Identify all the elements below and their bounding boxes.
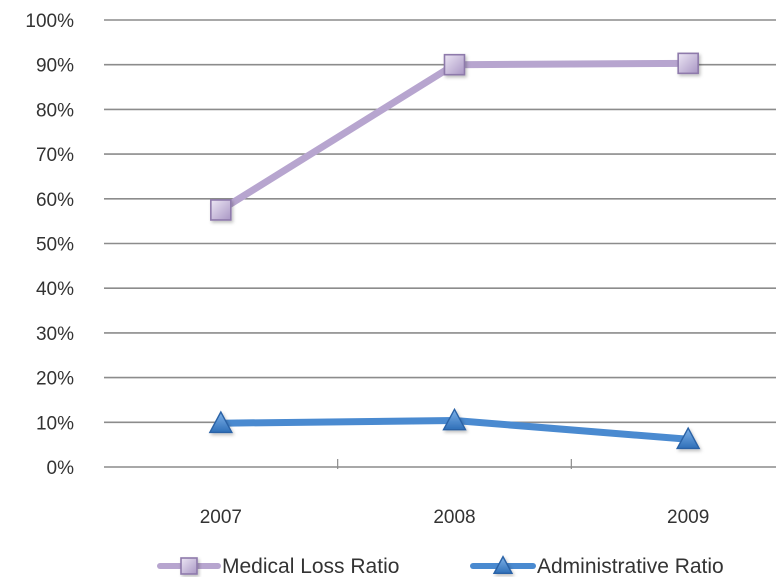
- data-point-1-0: [208, 410, 234, 434]
- data-point-0-0: [210, 199, 232, 221]
- y-tick-label: 80%: [36, 100, 74, 121]
- y-tick-label: 30%: [36, 324, 74, 345]
- y-tick-label: 0%: [47, 458, 75, 479]
- data-point-0-2: [677, 52, 699, 75]
- legend-item-1: Administrative Ratio: [470, 555, 724, 577]
- y-tick-label: 60%: [36, 190, 74, 211]
- legend-square-marker: [180, 557, 198, 575]
- y-tick-label: 70%: [36, 145, 74, 166]
- data-point-1-1: [442, 407, 467, 431]
- y-tick-label: 100%: [25, 11, 74, 32]
- legend-label: Medical Loss Ratio: [222, 555, 399, 577]
- data-point-0-1: [443, 53, 466, 76]
- legend: Medical Loss Ratio Administrative Ratio: [157, 555, 724, 577]
- x-tick-label: 2007: [200, 507, 242, 528]
- series-line-0: [217, 59, 692, 214]
- y-tick-label: 40%: [36, 279, 74, 300]
- y-tick-label: 10%: [36, 413, 74, 434]
- legend-triangle-marker: [492, 555, 514, 575]
- x-tick-label: 2008: [433, 507, 475, 528]
- legend-label: Administrative Ratio: [537, 555, 724, 577]
- y-tick-label: 50%: [36, 235, 74, 256]
- legend-item-0: Medical Loss Ratio: [157, 555, 399, 577]
- series-lines: [217, 59, 692, 443]
- x-tick-label: 2009: [667, 507, 709, 528]
- y-tick-label: 20%: [36, 369, 74, 390]
- y-tick-labels: 0% 10% 20% 30% 40% 50% 60% 70% 80% 90% 100%: [25, 11, 74, 479]
- x-tick-labels: 2007 2008 2009: [200, 507, 710, 528]
- y-tick-label: 90%: [36, 56, 74, 77]
- axes: [104, 459, 776, 469]
- series-markers: [208, 52, 701, 450]
- data-point-1-2: [675, 426, 701, 450]
- gridlines: [104, 19, 776, 424]
